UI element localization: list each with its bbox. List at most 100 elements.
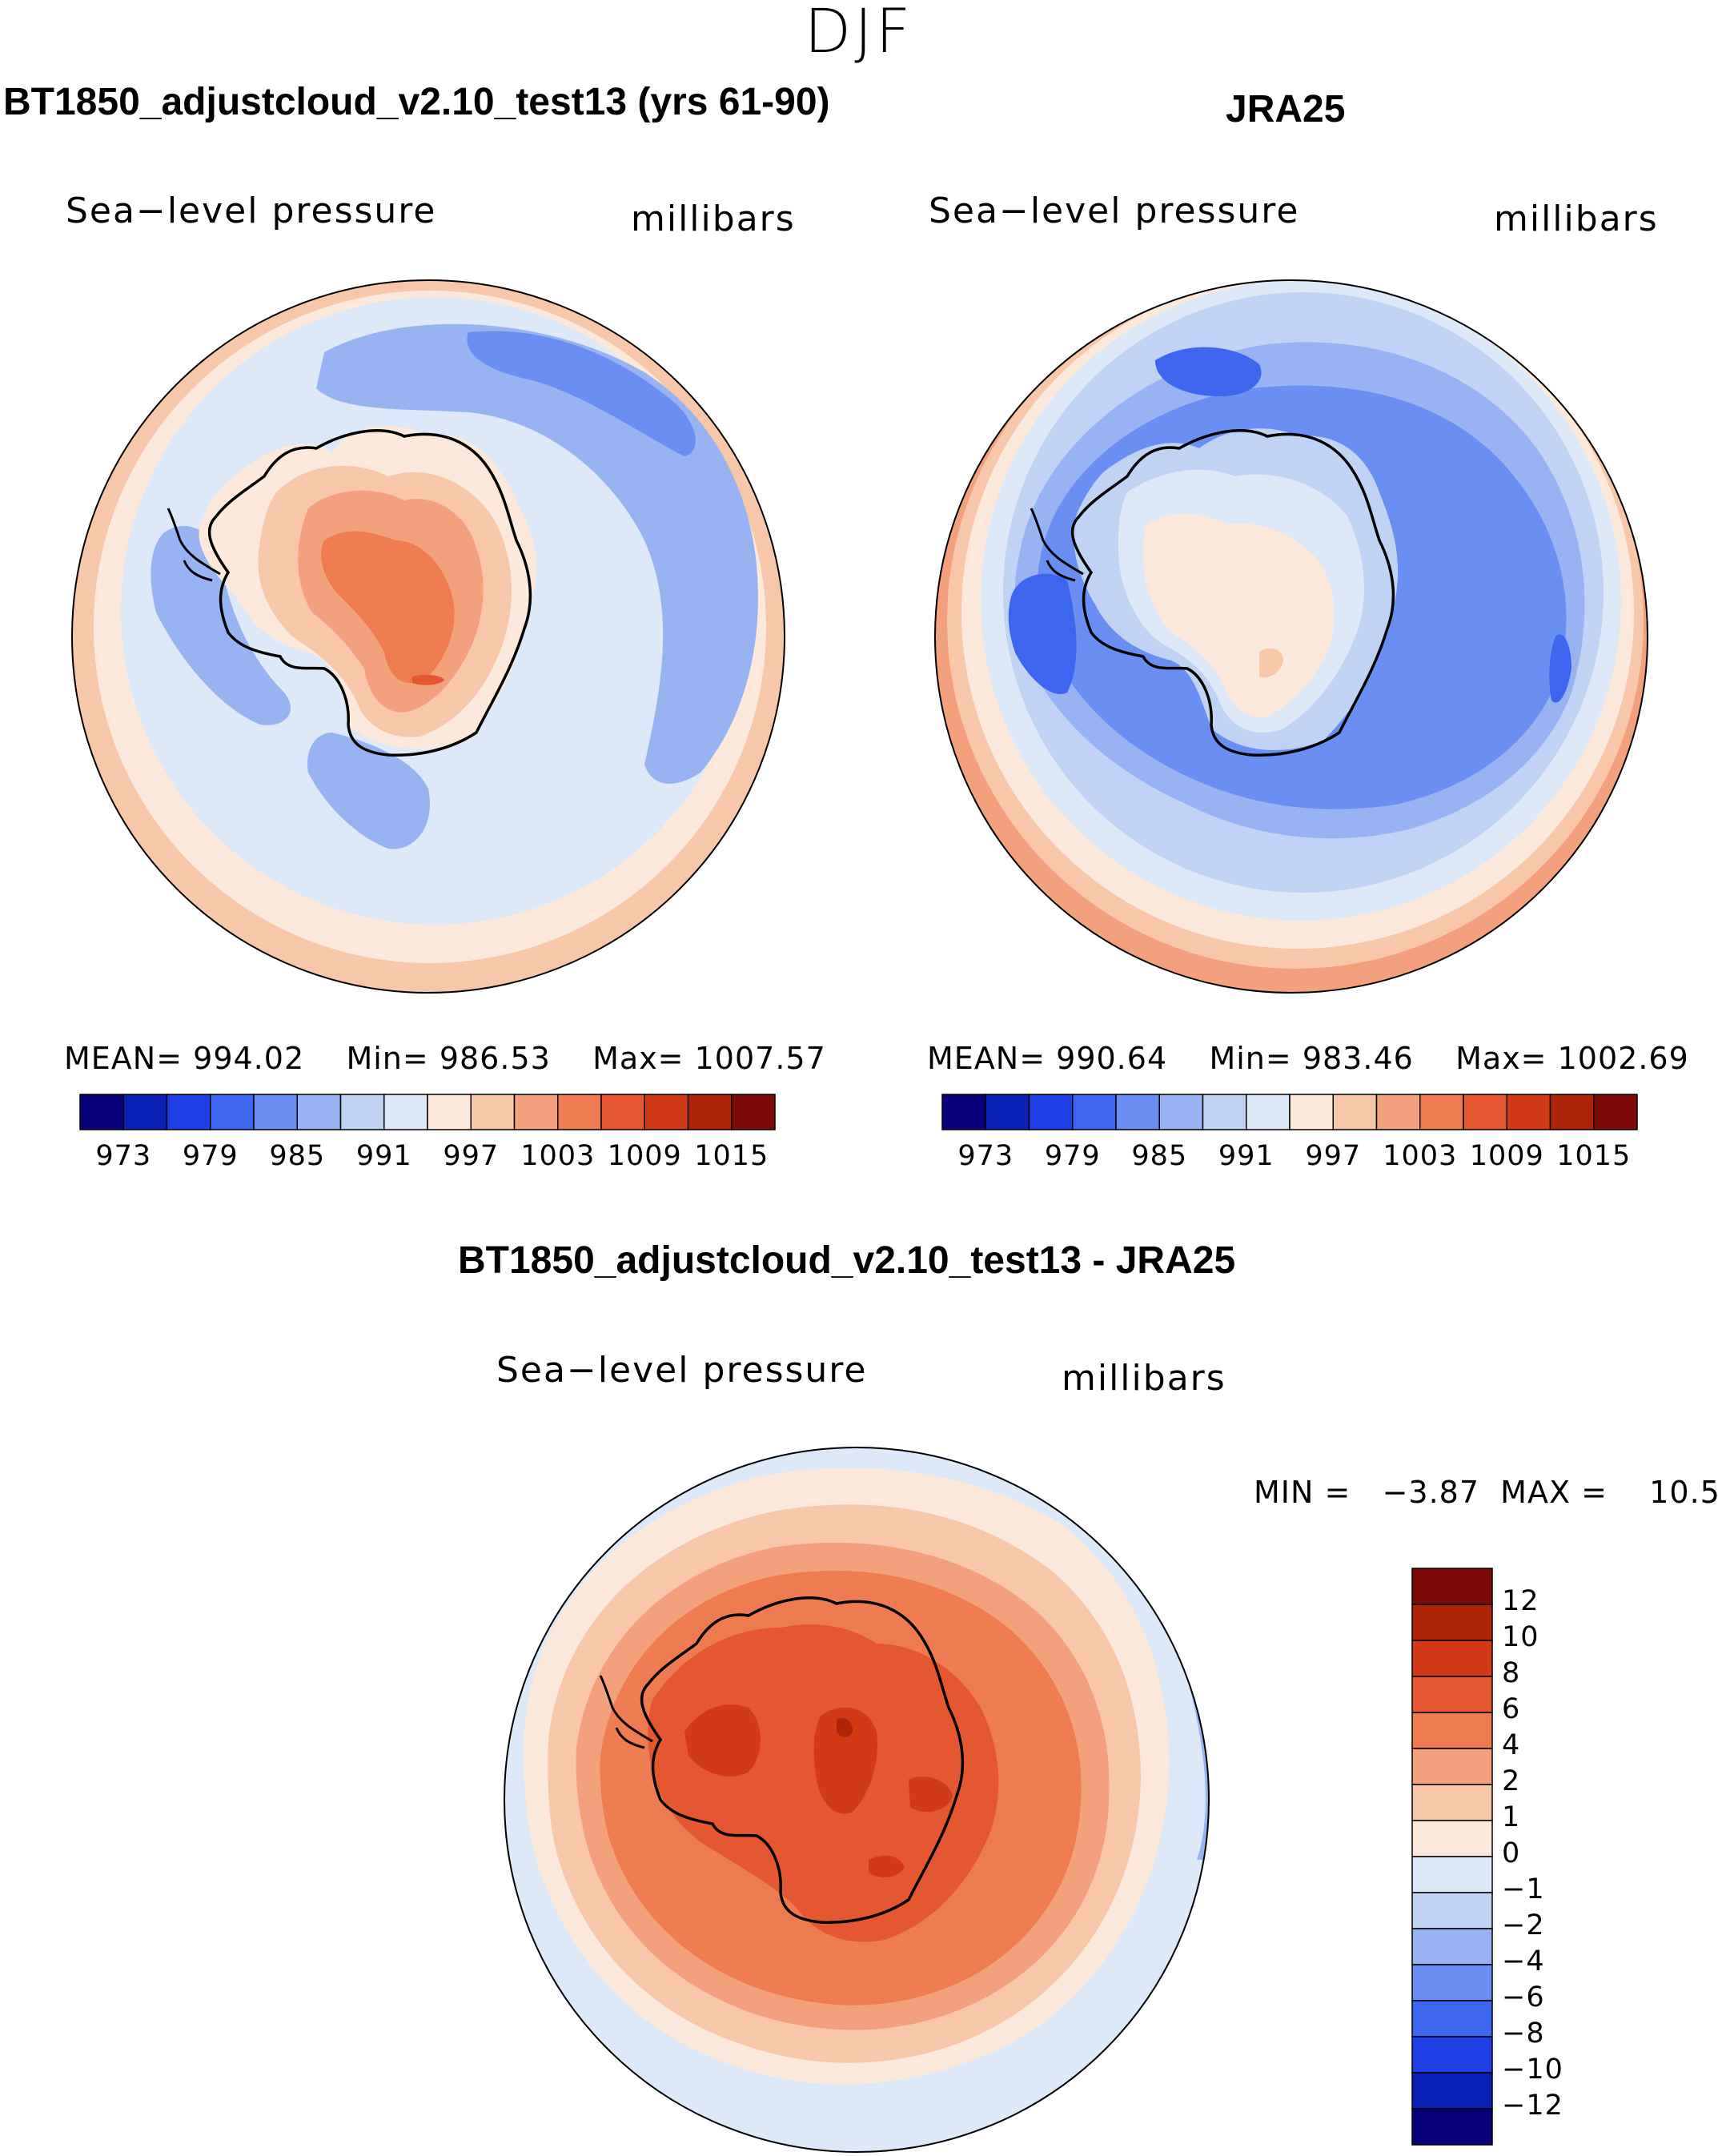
model-max-label: Max= — [592, 1041, 684, 1076]
diff-colorbar-tick: −12 — [1502, 2090, 1563, 2122]
obs-max-value: 1002.69 — [1557, 1041, 1689, 1076]
model-colorbar-box — [253, 1094, 298, 1130]
diff-colorbar-tick: −2 — [1502, 1909, 1545, 1941]
obs-colorbar-box — [1202, 1094, 1247, 1130]
diff-colorbar-tick: 10 — [1502, 1621, 1539, 1653]
obs-colorbar-box — [985, 1094, 1030, 1130]
diff-pos-8b — [813, 1707, 877, 1814]
model-colorbar-box — [427, 1094, 472, 1130]
diff-colorbar-box — [1411, 2108, 1493, 2146]
diff-pos-10 — [837, 1718, 853, 1737]
diff-map-border — [504, 1447, 1210, 2153]
obs-mean-value: 990.64 — [1056, 1041, 1168, 1076]
obs-colorbar-box — [1375, 1094, 1421, 1130]
obs-colorbar-tick: 979 — [1044, 1140, 1101, 1172]
diff-colorbar-box — [1411, 1964, 1493, 2001]
diff-colorbar-tick: −6 — [1502, 1981, 1545, 2013]
obs-stats: MEAN= 990.64 Min= 983.46 Max= 1002.69 — [927, 1041, 1689, 1076]
obs-colorbar-box — [1246, 1094, 1291, 1130]
model-colorbar-box — [296, 1094, 342, 1130]
diff-colorbar-box — [1411, 1784, 1493, 1821]
model-min-label: Min= — [346, 1041, 429, 1076]
obs-colorbar-box — [1593, 1094, 1638, 1130]
obs-colorbar-box — [1289, 1094, 1334, 1130]
diff-coastline — [640, 1596, 965, 1924]
diff-colorbar-tick: −8 — [1502, 2017, 1545, 2050]
diff-colorbar-box — [1411, 2000, 1493, 2038]
obs-low-east — [1549, 634, 1571, 703]
obs-colorbar-box — [1506, 1094, 1551, 1130]
model-colorbar-box — [513, 1094, 559, 1130]
obs-colorbar-box — [941, 1094, 986, 1130]
model-colorbar-box — [557, 1094, 602, 1130]
diff-colorbar-tick: 12 — [1502, 1585, 1539, 1617]
obs-mean-label: MEAN= — [927, 1041, 1046, 1076]
obs-antarctica-1000 — [1259, 648, 1283, 678]
model-colorbar-box — [470, 1094, 516, 1130]
obs-units-label: millibars — [1494, 199, 1659, 239]
model-mean-label: MEAN= — [64, 1041, 183, 1076]
model-map-border — [71, 279, 785, 994]
diff-units-label: millibars — [1062, 1358, 1226, 1399]
diff-colorbar — [1411, 1568, 1493, 2146]
model-colorbar-box — [600, 1094, 645, 1130]
obs-colorbar-box — [1028, 1094, 1074, 1130]
diff-colorbar-box — [1411, 1748, 1493, 1785]
model-colorbar-box — [687, 1094, 733, 1130]
diff-colorbar-box — [1411, 1928, 1493, 1965]
diff-peninsula — [599, 1675, 653, 1749]
model-colorbar-tick: 1009 — [607, 1140, 682, 1172]
diff-colorbar-tick: 8 — [1502, 1657, 1521, 1689]
obs-colorbar-box — [1332, 1094, 1378, 1130]
diff-colorbar-box — [1411, 2072, 1493, 2110]
model-variable-label: Sea−level pressure — [66, 191, 437, 231]
obs-variable-label: Sea−level pressure — [929, 191, 1300, 231]
obs-antarctica-997 — [1143, 513, 1335, 717]
obs-panel-title: JRA25 — [1226, 88, 1346, 130]
obs-colorbar-box — [1115, 1094, 1160, 1130]
diff-colorbar-tick: 6 — [1502, 1693, 1521, 1725]
obs-max-label: Max= — [1455, 1041, 1547, 1076]
model-colorbar-box — [339, 1094, 385, 1130]
model-min-value: 986.53 — [439, 1041, 551, 1076]
model-colorbar-box — [210, 1094, 255, 1130]
obs-coastline — [1070, 429, 1395, 757]
model-max-value: 1007.57 — [694, 1041, 826, 1076]
model-low-east-core — [467, 331, 696, 456]
obs-colorbar-tick: 991 — [1218, 1140, 1274, 1172]
obs-map-border — [934, 279, 1648, 994]
model-mean-value: 994.02 — [193, 1041, 305, 1076]
model-colorbar-tick: 1003 — [520, 1140, 596, 1172]
diff-panel-title: BT1850_adjustcloud_v2.10_test13 - JRA25 — [458, 1239, 1236, 1282]
obs-colorbar-tick: 997 — [1305, 1140, 1362, 1172]
model-peninsula — [167, 508, 221, 582]
model-colorbar-box — [731, 1094, 776, 1130]
model-antarctica-1006 — [321, 531, 455, 684]
obs-peninsula — [1030, 508, 1084, 582]
model-colorbar-box — [383, 1094, 428, 1130]
diff-colorbar-tick: −4 — [1502, 1945, 1545, 1977]
diff-variable-label: Sea−level pressure — [496, 1350, 868, 1391]
obs-colorbar-box — [1549, 1094, 1595, 1130]
obs-colorbar-box — [1419, 1094, 1464, 1130]
model-colorbar-box — [79, 1094, 124, 1130]
diff-colorbar-box — [1411, 1856, 1493, 1893]
diff-colorbar-tick: 1 — [1502, 1801, 1521, 1833]
obs-low-north — [1155, 347, 1262, 396]
model-low-east — [316, 323, 758, 784]
model-colorbar-box — [122, 1094, 168, 1130]
obs-colorbar — [941, 1094, 1638, 1130]
diff-colorbar-box — [1411, 1640, 1493, 1677]
model-colorbar — [79, 1094, 776, 1130]
diff-colorbar-box — [1411, 1676, 1493, 1713]
model-antarctica-1007 — [412, 674, 444, 685]
model-colorbar-tick: 979 — [182, 1140, 239, 1172]
model-colorbar-tick: 1015 — [694, 1140, 769, 1172]
model-colorbar-tick: 997 — [443, 1140, 500, 1172]
model-colorbar-tick: 991 — [355, 1140, 412, 1172]
diff-polar-map — [504, 1447, 1210, 2153]
season-title: DJF — [804, 0, 914, 66]
diff-colorbar-tick: 0 — [1502, 1837, 1521, 1869]
diff-colorbar-box — [1411, 1712, 1493, 1749]
diff-colorbar-tick: 4 — [1502, 1729, 1521, 1761]
